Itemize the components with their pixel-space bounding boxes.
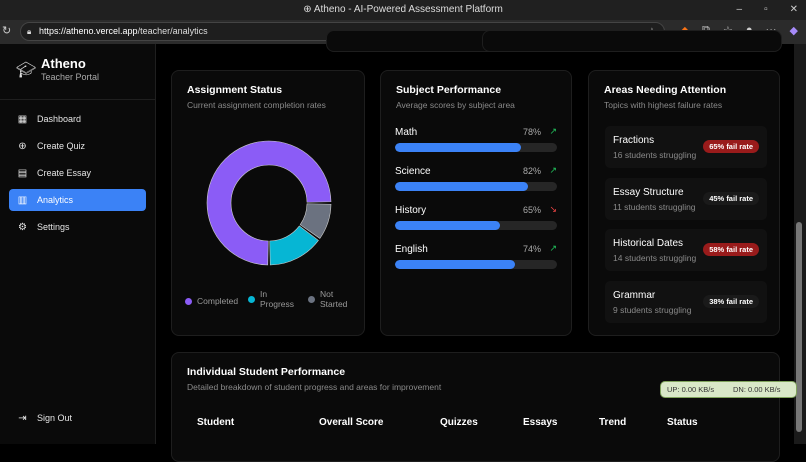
column-header-trend[interactable]: Trend — [599, 417, 627, 428]
logout-icon: ⇥ — [18, 412, 27, 424]
score-bar — [395, 260, 557, 269]
students-struggling: 9 students struggling — [613, 304, 692, 315]
card-title: Areas Needing Attention — [604, 84, 727, 96]
students-struggling: 11 students struggling — [613, 201, 696, 212]
subject-name: English — [395, 244, 428, 255]
copilot-icon[interactable]: ◆ — [789, 25, 798, 37]
window-title: Atheno - AI-Powered Assessment Platform — [313, 4, 503, 15]
score-bar-fill — [395, 260, 515, 269]
card-title: Individual Student Performance — [187, 366, 346, 378]
trend-up-icon: ↗ — [549, 165, 557, 175]
scrollbar[interactable] — [794, 44, 806, 444]
score-bar — [395, 182, 557, 191]
trend-up-icon: ↗ — [549, 126, 557, 136]
document-icon: ▤ — [17, 167, 28, 179]
column-header-status[interactable]: Status — [667, 417, 698, 428]
fail-rate-badge: 45% fail rate — [703, 191, 759, 205]
sidebar-item-create-quiz[interactable]: ⊕ Create Quiz — [18, 140, 86, 152]
subject-row: English 74% ↗ — [395, 243, 557, 269]
subject-score: 74% — [522, 244, 541, 254]
plus-circle-icon: ⊕ — [18, 140, 27, 152]
grid-icon: ▦ — [17, 113, 28, 125]
attention-item[interactable]: Grammar 9 students struggling 38% fail r… — [605, 280, 767, 323]
main-content: Assignment Status Current assignment com… — [156, 30, 794, 462]
close-button[interactable]: ✕ — [789, 4, 798, 15]
card-partial — [482, 30, 782, 52]
trend-down-icon: ↘ — [549, 204, 557, 214]
trend-up-icon: ↗ — [549, 243, 557, 253]
subject-row: Math 78% ↗ — [395, 126, 557, 152]
attention-item[interactable]: Fractions 16 students struggling 65% fai… — [605, 126, 767, 168]
browser-titlebar: ⊕ Atheno - AI-Powered Assessment Platfor… — [0, 0, 806, 20]
attention-item[interactable]: Historical Dates 14 students struggling … — [605, 229, 767, 271]
score-bar-fill — [395, 221, 501, 230]
topic-name: Fractions — [613, 135, 655, 146]
legend-in-progress: In Progress — [248, 289, 308, 309]
minimize-button[interactable]: – — [736, 4, 743, 15]
areas-attention-card: Areas Needing Attention Topics with high… — [588, 70, 780, 336]
maximize-button[interactable]: ▫ — [764, 4, 768, 15]
network-meter: UP: 0.00 KB/s DN: 0.00 KB/s — [660, 381, 797, 398]
subject-performance-card: Subject Performance Average scores by su… — [380, 70, 572, 336]
column-header-quizzes[interactable]: Quizzes — [440, 417, 478, 428]
score-bar-fill — [395, 182, 528, 191]
column-header-overall-score[interactable]: Overall Score — [319, 417, 384, 428]
column-header-essays[interactable]: Essays — [523, 417, 558, 428]
subject-name: Math — [395, 127, 418, 138]
subject-name: Science — [395, 166, 431, 177]
subject-name: History — [395, 205, 427, 216]
card-title: Assignment Status — [187, 84, 283, 96]
topic-name: Grammar — [613, 289, 656, 301]
graduation-cap-icon: 🎓︎ — [16, 62, 37, 79]
score-bar — [395, 143, 557, 152]
legend-not-started: Not Started — [308, 289, 358, 309]
donut-slice-not-started[interactable] — [299, 203, 332, 239]
topic-name: Essay Structure — [613, 186, 684, 198]
students-struggling: 14 students struggling — [613, 253, 697, 263]
score-bar — [395, 221, 557, 230]
globe-icon: ⊕ — [303, 4, 314, 15]
card-title: Subject Performance — [396, 84, 502, 96]
subject-score: 82% — [522, 166, 541, 176]
legend-completed: Completed — [185, 296, 238, 306]
sidebar-item-settings[interactable]: ⚙ Settings — [18, 221, 70, 233]
divider — [0, 99, 155, 100]
brand-subtitle: Teacher Portal — [41, 72, 100, 82]
donut-chart — [206, 140, 332, 266]
reload-icon[interactable]: ↻ — [2, 25, 12, 37]
gear-icon: ⚙ — [18, 221, 27, 233]
topic-name: Historical Dates — [613, 238, 684, 249]
sidebar-item-dashboard[interactable]: ▦ Dashboard — [17, 113, 82, 125]
subject-row: History 65% ↘ — [395, 204, 557, 230]
score-bar-fill — [395, 143, 522, 152]
subject-row: Science 82% ↗ — [395, 165, 557, 191]
sidebar-item-analytics[interactable]: ▥ Analytics — [9, 189, 146, 211]
subject-score: 78% — [522, 127, 541, 137]
subject-score: 65% — [522, 205, 541, 215]
sign-out-button[interactable]: ⇥ Sign Out — [18, 412, 73, 424]
scrollbar-thumb[interactable] — [796, 222, 802, 432]
sidebar: 🎓︎ Atheno Teacher Portal ▦ Dashboard ⊕ Cre… — [0, 44, 156, 444]
fail-rate-badge: 38% fail rate — [703, 294, 759, 308]
card-subtitle: Detailed breakdown of student progress a… — [187, 382, 442, 392]
fail-rate-badge: 65% fail rate — [703, 140, 759, 153]
column-header-student[interactable]: Student — [197, 417, 235, 428]
card-subtitle: Current assignment completion rates — [187, 100, 326, 110]
donut-slice-in-progress[interactable] — [269, 225, 319, 266]
lock-icon: 🔒︎ — [27, 27, 32, 36]
sidebar-item-create-essay[interactable]: ▤ Create Essay — [17, 167, 92, 179]
card-subtitle: Average scores by subject area — [396, 100, 515, 110]
brand-name: Atheno — [41, 56, 86, 71]
card-subtitle: Topics with highest failure rates — [604, 100, 723, 110]
student-performance-card: Individual Student Performance Detailed … — [171, 352, 780, 462]
assignment-status-card: Assignment Status Current assignment com… — [171, 70, 365, 336]
donut-slice-completed[interactable] — [206, 140, 332, 266]
bar-chart-icon: ▥ — [17, 194, 28, 206]
students-struggling: 16 students struggling — [613, 150, 697, 160]
attention-item[interactable]: Essay Structure 11 students struggling 4… — [605, 177, 767, 220]
fail-rate-badge: 58% fail rate — [703, 243, 759, 256]
